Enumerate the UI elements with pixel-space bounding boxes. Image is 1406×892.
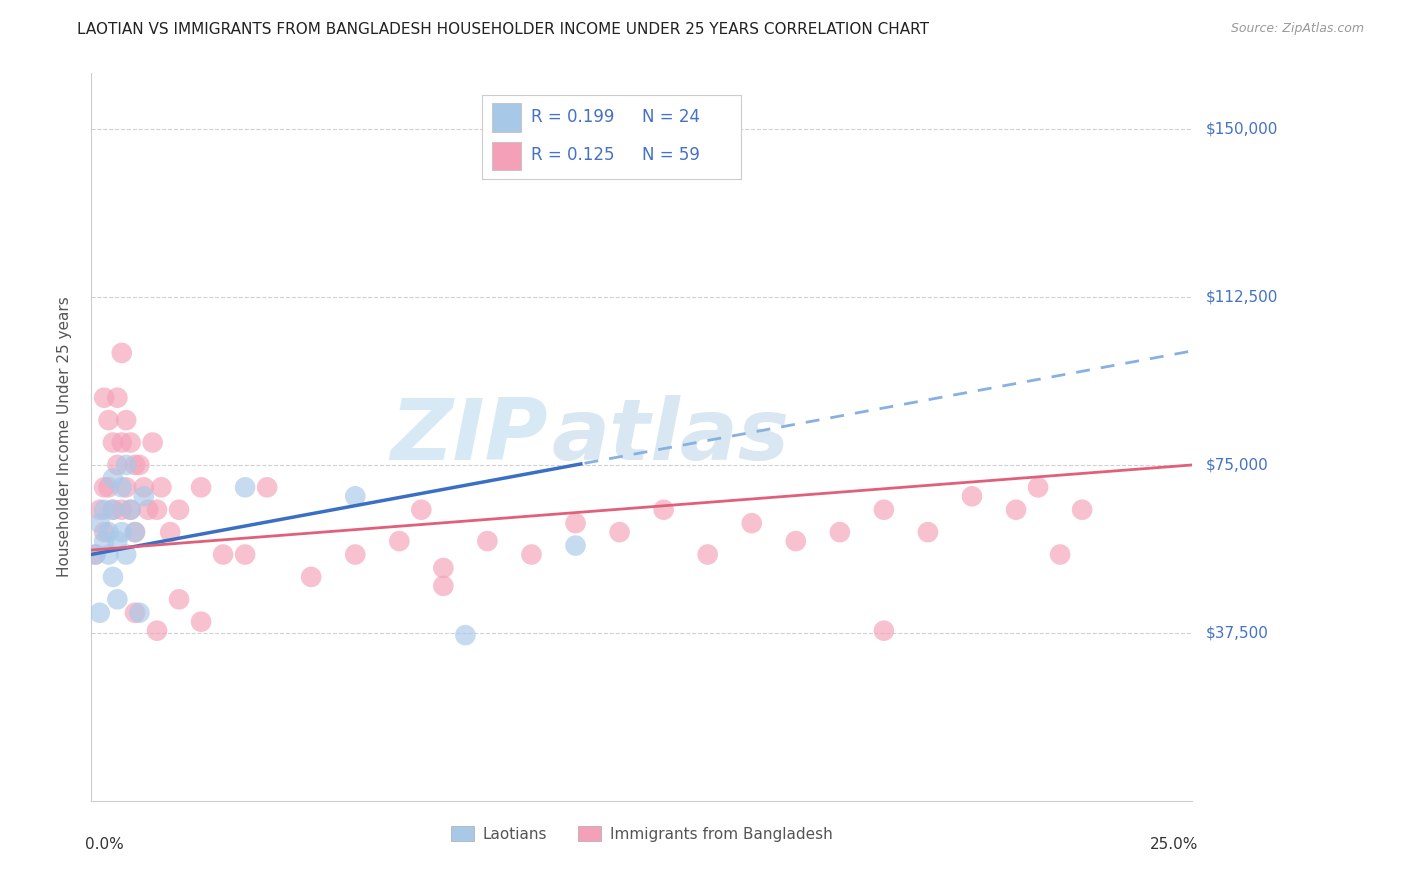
Point	[873, 624, 896, 638]
Point	[124, 525, 146, 540]
Point	[564, 539, 586, 553]
Point	[120, 502, 142, 516]
Point	[564, 516, 586, 531]
Point	[388, 534, 411, 549]
Point	[146, 502, 169, 516]
Legend: Laotians, Immigrants from Bangladesh: Laotians, Immigrants from Bangladesh	[444, 820, 839, 848]
Point	[917, 525, 939, 540]
Point	[115, 548, 138, 562]
Point	[132, 489, 155, 503]
Point	[785, 534, 807, 549]
Point	[105, 391, 128, 405]
Point	[256, 480, 278, 494]
Point	[167, 592, 190, 607]
Point	[344, 548, 367, 562]
Text: $37,500: $37,500	[1206, 625, 1270, 640]
Point	[115, 480, 138, 494]
Text: $150,000: $150,000	[1206, 121, 1278, 136]
Point	[101, 502, 124, 516]
Point	[1049, 548, 1071, 562]
Point	[520, 548, 543, 562]
Point	[696, 548, 718, 562]
Text: 0.0%: 0.0%	[86, 838, 124, 852]
Point	[105, 534, 128, 549]
Point	[124, 606, 146, 620]
Point	[111, 502, 134, 516]
Point	[159, 525, 181, 540]
Point	[97, 480, 120, 494]
Y-axis label: Householder Income Under 25 years: Householder Income Under 25 years	[58, 296, 72, 577]
Point	[124, 525, 146, 540]
Point	[101, 570, 124, 584]
Point	[93, 502, 115, 516]
Point	[111, 346, 134, 360]
Point	[432, 579, 454, 593]
Point	[233, 480, 256, 494]
Point	[124, 458, 146, 472]
Point	[111, 480, 134, 494]
Point	[93, 525, 115, 540]
Point	[167, 502, 190, 516]
Point	[741, 516, 763, 531]
Point	[432, 561, 454, 575]
Point	[454, 628, 477, 642]
Point	[115, 413, 138, 427]
Point	[93, 391, 115, 405]
Point	[120, 435, 142, 450]
Point	[111, 435, 134, 450]
Point	[1026, 480, 1049, 494]
Point	[344, 489, 367, 503]
Point	[190, 615, 212, 629]
Point	[97, 525, 120, 540]
Point	[652, 502, 675, 516]
Point	[128, 606, 150, 620]
Point	[105, 458, 128, 472]
Text: atlas: atlas	[551, 395, 789, 478]
Point	[190, 480, 212, 494]
Text: ZIP: ZIP	[391, 395, 548, 478]
Point	[960, 489, 983, 503]
Point	[828, 525, 851, 540]
Text: $75,000: $75,000	[1206, 458, 1268, 473]
Text: $112,500: $112,500	[1206, 290, 1278, 304]
Point	[136, 502, 159, 516]
Text: Source: ZipAtlas.com: Source: ZipAtlas.com	[1230, 22, 1364, 36]
Point	[477, 534, 499, 549]
Point	[97, 413, 120, 427]
Point	[115, 458, 138, 472]
Point	[411, 502, 433, 516]
Point	[84, 548, 107, 562]
Point	[97, 548, 120, 562]
Point	[101, 471, 124, 485]
Point	[89, 606, 111, 620]
Point	[101, 435, 124, 450]
Point	[299, 570, 322, 584]
Point	[132, 480, 155, 494]
Text: 25.0%: 25.0%	[1149, 838, 1198, 852]
Point	[1005, 502, 1028, 516]
Point	[233, 548, 256, 562]
Point	[150, 480, 173, 494]
Point	[120, 502, 142, 516]
Point	[101, 502, 124, 516]
Point	[128, 458, 150, 472]
Point	[873, 502, 896, 516]
Text: LAOTIAN VS IMMIGRANTS FROM BANGLADESH HOUSEHOLDER INCOME UNDER 25 YEARS CORRELAT: LAOTIAN VS IMMIGRANTS FROM BANGLADESH HO…	[77, 22, 929, 37]
Point	[89, 502, 111, 516]
Point	[609, 525, 631, 540]
Point	[146, 624, 169, 638]
Point	[111, 525, 134, 540]
Point	[93, 480, 115, 494]
Point	[105, 592, 128, 607]
Point	[212, 548, 235, 562]
Point	[89, 516, 111, 531]
Point	[1071, 502, 1094, 516]
Point	[142, 435, 165, 450]
Point	[93, 534, 115, 549]
Point	[84, 548, 107, 562]
